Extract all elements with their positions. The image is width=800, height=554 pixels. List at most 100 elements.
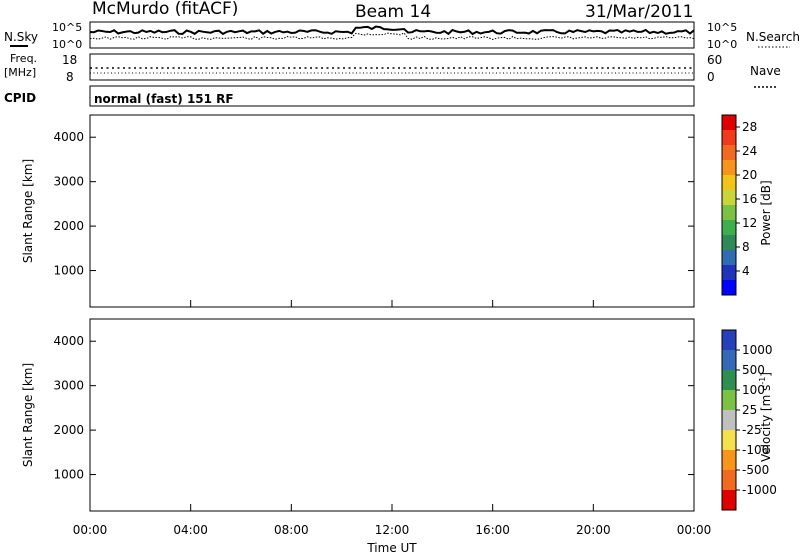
- power-echo-region-11: [631, 208, 694, 235]
- velocity-echo-region-1: [90, 483, 141, 506]
- power-colorbar-swatch-5: [722, 190, 736, 206]
- power-echo-region-0: [90, 275, 330, 302]
- power-colorbar-swatch-0: [722, 115, 736, 131]
- cpid-panel: CPID normal (fast) 151 RF: [4, 85, 695, 107]
- power-echo-region-4: [316, 212, 430, 271]
- power-echo-region-10: [618, 248, 694, 280]
- velocity-colorbar-label: Velocity [m s-1]: [758, 372, 773, 462]
- noise-left-tick-high: 10^5: [52, 21, 82, 34]
- velocity-echo-region-5: [329, 421, 430, 488]
- power-echo-region-5: [354, 168, 418, 195]
- noise-right-tick-high: 10^5: [707, 21, 737, 34]
- noise-left-tick-low: 10^0: [52, 38, 82, 51]
- xtick-label-6: 00:00: [677, 523, 712, 537]
- xtick-label-2: 08:00: [274, 523, 309, 537]
- power-colorbar-swatch-7: [722, 220, 736, 236]
- velocity-colorbar-label-2: 100: [742, 383, 765, 397]
- xtick-label-5: 20:00: [576, 523, 611, 537]
- power-colorbar-label-1: 8: [742, 240, 750, 254]
- power-colorbar-swatch-10: [722, 265, 736, 281]
- velocity-echo-region-10: [631, 403, 694, 439]
- velocity-ytick-label-0: 1000: [53, 468, 84, 482]
- power-colorbar-swatch-3: [722, 160, 736, 176]
- velocity-echo-region-9: [618, 456, 669, 488]
- nave-label: Nave: [750, 64, 781, 78]
- power-echo-region-2: [140, 212, 166, 222]
- velocity-colorbar-label-5: -100: [742, 443, 769, 457]
- power-colorbar-swatch-6: [722, 205, 736, 221]
- velocity-colorbar-swatch-7: [722, 470, 736, 491]
- power-ytick-label-1: 2000: [53, 219, 84, 233]
- power-colorbar-swatch-11: [722, 280, 736, 296]
- date-label: 31/Mar/2011: [585, 2, 693, 22]
- velocity-ylabel: Slant Range [km]: [21, 363, 35, 467]
- power-echo-region-3: [241, 243, 317, 271]
- power-colorbar: 4 8 12 16 20 24 28: [721, 114, 757, 296]
- nsky-label: N.Sky: [4, 30, 38, 44]
- velocity-colorbar-label-7: -1000: [742, 483, 777, 497]
- velocity-echo-region-2: [140, 470, 191, 506]
- velocity-colorbar-swatch-2: [722, 370, 736, 391]
- velocity-colorbar-swatch-4: [722, 410, 736, 431]
- nave-tick-high: 60: [707, 53, 722, 67]
- power-echo-region-1: [165, 206, 236, 215]
- power-echo-region-8: [530, 230, 581, 258]
- velocity-echo-region-8: [530, 430, 543, 448]
- freq-unit-label: [MHz]: [4, 66, 36, 79]
- freq-label: Freq.: [10, 52, 37, 65]
- xtick-label-0: 00:00: [73, 523, 108, 537]
- nsearch-label: N.Search: [746, 30, 800, 44]
- velocity-ytick-label-2: 3000: [53, 379, 84, 393]
- nsearch-series: [89, 32, 695, 41]
- cpid-text: normal (fast) 151 RF: [94, 92, 234, 106]
- power-colorbar-swatch-2: [722, 145, 736, 161]
- power-colorbar-swatch-9: [722, 250, 736, 266]
- velocity-colorbar-label-4: -25: [742, 423, 762, 437]
- noise-panel: N.Sky N.Search 10^5 10^0 10^5 10^0: [4, 21, 800, 51]
- power-ytick-label-0: 1000: [53, 264, 84, 278]
- power-echo-region-7: [480, 208, 493, 227]
- cpid-label: CPID: [4, 91, 36, 105]
- xtick-label-3: 12:00: [375, 523, 410, 537]
- velocity-colorbar-swatch-5: [722, 430, 736, 451]
- velocity-colorbar-label-6: -500: [742, 463, 769, 477]
- power-ytick-label-2: 3000: [53, 175, 84, 189]
- frequency-panel: Freq. [MHz] 18 8 60 0 Nave: [4, 52, 781, 88]
- power-panel: 1000 2000 3000 4000 Slant Range [km]: [21, 114, 695, 308]
- velocity-echo-region-4: [228, 452, 330, 506]
- velocity-data-layer: [90, 403, 694, 511]
- xtick-label-4: 16:00: [475, 523, 510, 537]
- station-title: McMurdo (fitACF): [92, 0, 238, 19]
- velocity-colorbar-label-1: 500: [742, 363, 765, 377]
- freq-tick-high: 18: [62, 53, 77, 67]
- power-colorbar-swatch-4: [722, 175, 736, 191]
- velocity-echo-region-6: [178, 410, 241, 419]
- power-colorbar-label-6: 28: [742, 120, 757, 134]
- velocity-echo-region-7: [417, 403, 468, 444]
- power-colorbar-label-3: 16: [742, 192, 757, 206]
- velocity-colorbar: 1000 500 100 25 -25 -100 -500 -1000: [721, 329, 777, 511]
- velocity-colorbar-label-3: 25: [742, 403, 757, 417]
- power-colorbar-label-4: 20: [742, 168, 757, 182]
- power-echo-region-6: [417, 199, 468, 240]
- velocity-ytick-label-3: 4000: [53, 334, 84, 348]
- power-colorbar-label-5: 24: [742, 144, 757, 158]
- velocity-colorbar-frame: [721, 329, 737, 511]
- power-colorbar-label: Power [dB]: [759, 180, 773, 245]
- freq-tick-low: 8: [66, 70, 74, 84]
- power-colorbar-label-2: 12: [742, 216, 757, 230]
- power-ytick-label-3: 4000: [53, 130, 84, 144]
- power-colorbar-label-0: 4: [742, 264, 750, 278]
- velocity-colorbar-swatch-8: [722, 490, 736, 511]
- xtick-label-1: 04:00: [173, 523, 208, 537]
- time-axis-label: Time UT: [366, 541, 417, 554]
- velocity-colorbar-swatch-0: [722, 330, 736, 351]
- power-data-layer: [90, 168, 694, 307]
- nave-tick-low: 0: [707, 70, 715, 84]
- power-colorbar-swatch-8: [722, 235, 736, 251]
- velocity-colorbar-label-0: 1000: [742, 343, 773, 357]
- velocity-ytick-label-1: 2000: [53, 423, 84, 437]
- power-colorbar-swatch-1: [722, 130, 736, 146]
- velocity-colorbar-swatch-6: [722, 450, 736, 471]
